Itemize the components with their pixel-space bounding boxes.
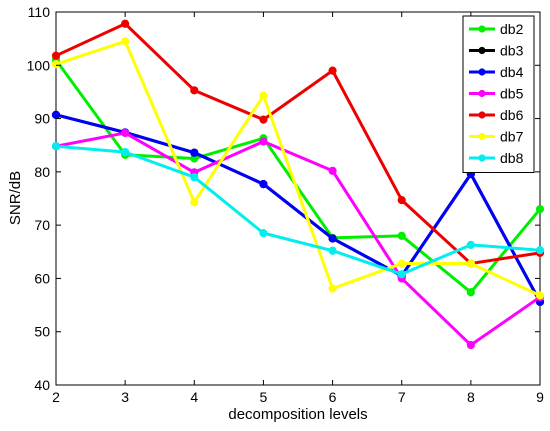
x-tick-label: 2 xyxy=(52,389,60,405)
data-point-db4 xyxy=(51,110,61,119)
data-point-db5 xyxy=(259,137,268,146)
data-point-db6 xyxy=(190,86,199,95)
data-point-db7 xyxy=(51,60,61,69)
data-point-db8 xyxy=(328,246,337,255)
x-tick-label: 3 xyxy=(121,389,129,405)
series-line-db8 xyxy=(55,144,541,276)
data-point-db8 xyxy=(190,173,199,182)
y-tick-label: 80 xyxy=(34,164,50,180)
legend-item-db4: db4 xyxy=(469,64,524,80)
series-line-db5 xyxy=(55,131,541,347)
data-point-db6 xyxy=(259,115,268,124)
data-point-db5 xyxy=(466,340,475,350)
legend-swatch-marker xyxy=(478,25,486,33)
series-db8 xyxy=(51,142,545,279)
data-point-db7 xyxy=(328,284,337,293)
x-tick-label: 7 xyxy=(398,389,406,405)
legend-swatch-marker xyxy=(478,89,486,98)
data-point-db7 xyxy=(535,291,545,300)
x-tick-label: 6 xyxy=(329,389,337,405)
data-point-db7 xyxy=(397,259,406,268)
legend-label: db7 xyxy=(500,129,524,145)
legend-label: db6 xyxy=(500,107,524,123)
legend-swatch-marker xyxy=(478,68,486,76)
y-tick-label: 60 xyxy=(34,270,50,286)
legend-label: db3 xyxy=(500,43,524,59)
data-point-db7 xyxy=(259,91,268,100)
legend-label: db2 xyxy=(500,21,524,37)
data-point-db8 xyxy=(397,270,406,279)
x-tick-label: 4 xyxy=(190,389,198,405)
y-tick-label: 50 xyxy=(34,324,50,340)
legend-item-db8: db8 xyxy=(469,150,524,166)
data-point-db6 xyxy=(328,66,337,75)
data-point-db5 xyxy=(328,166,337,175)
data-point-db2 xyxy=(397,231,406,240)
data-point-db6 xyxy=(121,19,130,28)
x-tick-label: 9 xyxy=(536,389,544,405)
y-tick-label: 100 xyxy=(27,57,51,73)
axis-layer: 2 3 4 5 6 7 8 9 40 50 60 70 80 90 100 110 xyxy=(27,4,544,405)
y-tick-label: 40 xyxy=(34,377,50,393)
series-line-db6 xyxy=(55,22,541,266)
legend: db2 db3 db4 db5 db6 db7 db8 xyxy=(462,15,535,173)
y-axis-label: SNR/dB xyxy=(7,171,24,225)
legend-label: db5 xyxy=(500,86,524,102)
data-point-db8 xyxy=(121,148,130,157)
series-line-db7 xyxy=(55,39,541,297)
plot-area xyxy=(55,11,541,386)
x-axis-label: decomposition levels xyxy=(228,406,367,423)
legend-label: db8 xyxy=(500,150,524,166)
data-point-db7 xyxy=(190,198,199,207)
data-point-db8 xyxy=(51,142,61,151)
data-point-db6 xyxy=(51,51,61,60)
legend-label: db4 xyxy=(500,64,524,80)
data-point-db4 xyxy=(328,234,337,243)
data-point-db7 xyxy=(466,259,475,268)
data-point-db8 xyxy=(259,229,268,238)
legend-item-db5: db5 xyxy=(469,86,524,102)
data-point-db8 xyxy=(535,246,545,255)
data-point-db6 xyxy=(397,195,406,205)
legend-item-db3: db3 xyxy=(469,43,524,59)
legend-item-db2: db2 xyxy=(469,21,524,37)
x-tick-label: 8 xyxy=(467,389,475,405)
data-point-db8 xyxy=(466,240,475,249)
series-line-db4 xyxy=(55,113,542,303)
legend-swatch-marker xyxy=(478,154,486,162)
data-point-db4 xyxy=(259,180,268,189)
series-layer xyxy=(51,19,545,350)
legend-item-db6: db6 xyxy=(469,107,524,123)
y-tick-label: 70 xyxy=(34,217,50,233)
data-point-db2 xyxy=(535,205,545,214)
data-point-db7 xyxy=(121,37,130,46)
y-tick-label: 90 xyxy=(34,111,50,127)
legend-swatch-marker xyxy=(478,132,486,141)
data-point-db2 xyxy=(466,288,475,297)
legend-item-db7: db7 xyxy=(469,129,524,145)
legend-swatch-marker xyxy=(478,111,486,119)
legend-swatch-marker xyxy=(478,46,486,55)
data-point-db5 xyxy=(121,128,130,138)
x-tick-label: 5 xyxy=(260,389,268,405)
series-db7 xyxy=(51,37,545,300)
data-point-db4 xyxy=(190,148,199,157)
y-tick-label: 110 xyxy=(28,4,51,20)
